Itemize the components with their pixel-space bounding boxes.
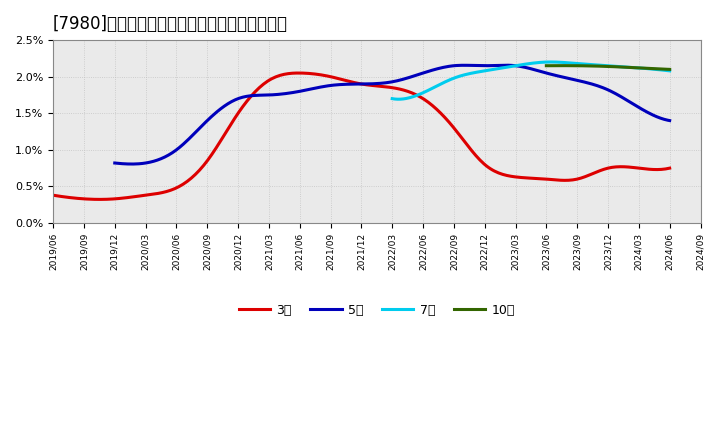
3年 — [49, 193, 58, 198]
10年 — [616, 64, 624, 70]
5年 — [112, 161, 121, 166]
3年 — [572, 176, 581, 182]
5年 — [110, 160, 119, 165]
3年 — [51, 193, 60, 198]
7年 — [642, 66, 650, 71]
Legend: 3年, 5年, 7年, 10年: 3年, 5年, 7年, 10年 — [234, 299, 520, 322]
Line: 5年: 5年 — [114, 65, 670, 164]
10年 — [618, 64, 626, 70]
3年 — [431, 105, 439, 110]
5年 — [582, 80, 590, 85]
3年 — [612, 164, 621, 169]
10年 — [654, 66, 663, 72]
3年 — [418, 95, 426, 101]
5年 — [617, 94, 626, 99]
5年 — [441, 64, 449, 70]
3年 — [665, 165, 674, 171]
5年 — [500, 62, 509, 68]
5年 — [452, 63, 461, 68]
5年 — [443, 64, 451, 70]
7年 — [395, 97, 403, 102]
7年 — [624, 64, 632, 70]
Line: 3年: 3年 — [53, 73, 670, 199]
7年 — [555, 59, 564, 65]
10年 — [542, 63, 551, 68]
3年 — [96, 197, 105, 202]
7年 — [665, 68, 674, 73]
Line: 10年: 10年 — [546, 66, 670, 70]
10年 — [647, 66, 655, 71]
10年 — [542, 63, 551, 68]
10年 — [616, 64, 624, 70]
10年 — [558, 63, 567, 68]
5年 — [127, 161, 136, 167]
7年 — [389, 96, 397, 102]
3年 — [294, 70, 303, 76]
10年 — [665, 67, 674, 72]
7年 — [559, 60, 568, 65]
5年 — [665, 118, 674, 123]
3年 — [420, 97, 428, 102]
7年 — [554, 59, 562, 65]
7年 — [546, 59, 555, 65]
7年 — [388, 96, 397, 101]
Text: [7980]　当期純利益マージンの標準偏差の推移: [7980] 当期純利益マージンの標準偏差の推移 — [53, 15, 288, 33]
Line: 7年: 7年 — [392, 62, 670, 99]
